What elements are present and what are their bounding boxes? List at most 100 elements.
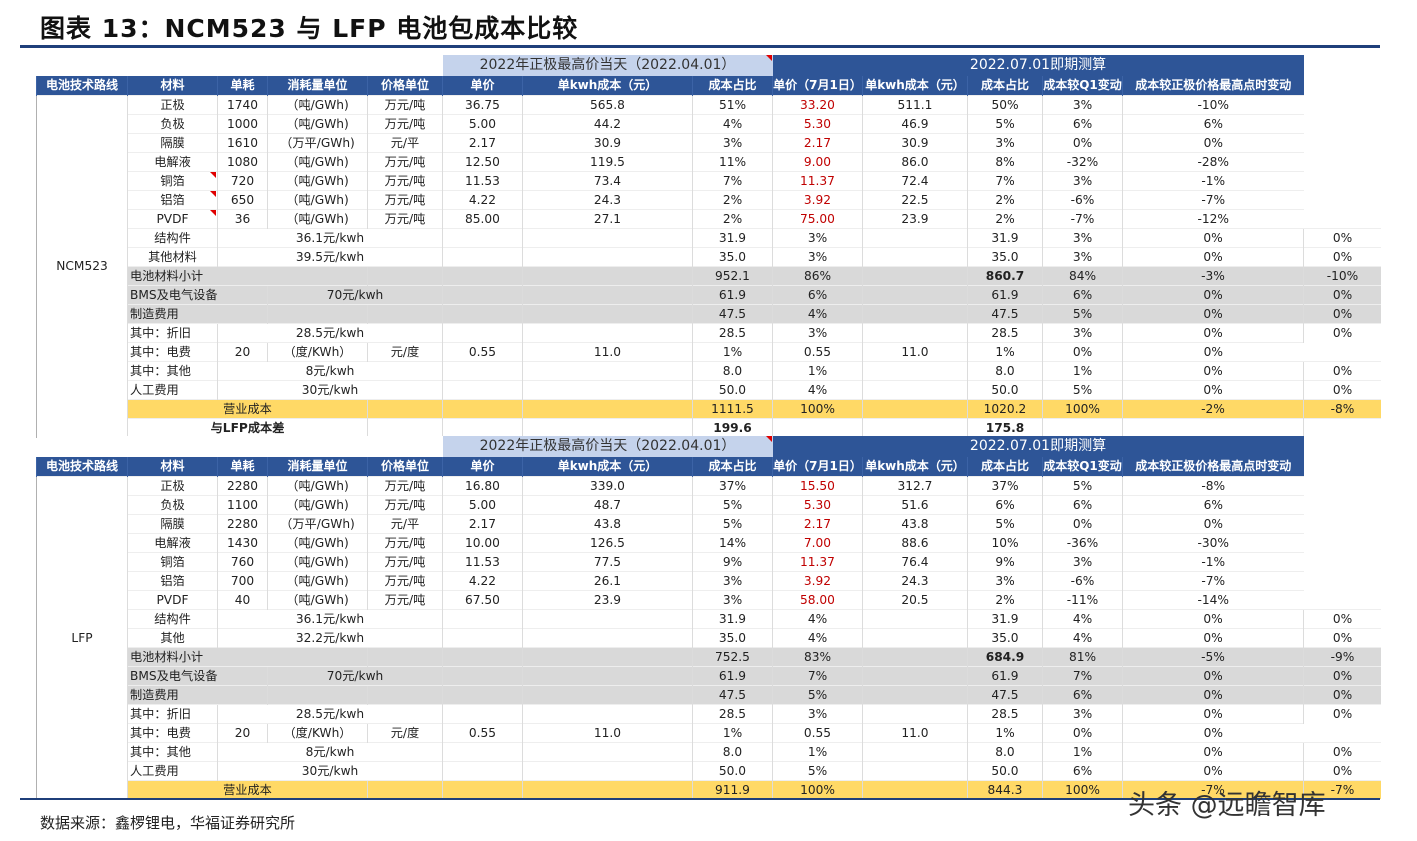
table-cell — [862, 380, 968, 400]
table-cell — [442, 399, 523, 419]
spot-price: 33.20 — [772, 95, 863, 115]
table-cell: -7% — [1122, 190, 1304, 210]
table-cell: 952.1 — [692, 266, 773, 286]
table-row: 隔膜 2280 （万平/GWh) 元/平 2.17 43.8 5% 2.17 43.8 5% 0% 0… — [37, 514, 1382, 534]
table-cell: 11.0 — [862, 342, 968, 362]
table-cell: 30元/kwh — [217, 761, 443, 781]
table-cell: 6% — [772, 285, 863, 305]
table-row: 负极 1000 （吨/GWh) 万元/吨 5.00 44.2 4% 5.30 46.9 5% 6% 6… — [37, 114, 1382, 134]
table-cell: 8% — [967, 152, 1043, 172]
table-cell: 22.5 — [862, 190, 968, 210]
table-row: PVDF 36 （吨/GWh) 万元/吨 85.00 27.1 2% 75.00 23.9 2% -… — [37, 209, 1382, 229]
table-cell: 9% — [692, 552, 773, 572]
table-cell: 47.5 — [967, 304, 1043, 324]
table-cell: 23.9 — [522, 590, 693, 610]
table-cell: 88.6 — [862, 533, 968, 553]
table-cell: 684.9 — [967, 647, 1043, 667]
column-header: 单kwh成本（元） — [522, 457, 693, 477]
blank-header — [36, 436, 443, 457]
table-cell: 37% — [692, 476, 773, 496]
table-cell: 0% — [1303, 323, 1381, 343]
table-row: 其中：折旧 28.5元/kwh 28.5 3% 28.5 3% 0% 0% — [37, 323, 1381, 343]
table-cell: 4.22 — [442, 190, 523, 210]
table-cell: 0% — [1303, 228, 1381, 248]
table-cell: 0% — [1122, 514, 1304, 534]
table-cell: 3% — [1042, 171, 1123, 191]
table-row: 铜箔 760 （吨/GWh) 万元/吨 11.53 77.5 9% 11.37 76.4 9% 3%… — [37, 552, 1382, 572]
table-cell: 5% — [1042, 380, 1123, 400]
table-cell: （吨/GWh) — [267, 95, 368, 115]
table-cell — [367, 418, 443, 437]
table-cell: （吨/GWh) — [267, 209, 368, 229]
table-cell: 0.55 — [772, 342, 863, 362]
table-row: 其中：电费 20 （度/KWh） 元/度 0.55 11.0 1% 0.55 11.0 1% 0% 0… — [37, 723, 1382, 743]
column-header: 消耗量单位 — [267, 76, 368, 96]
table-cell: 1% — [692, 723, 773, 743]
table-cell: 万元/吨 — [367, 95, 443, 115]
table-cell: 6% — [1042, 685, 1123, 705]
subtotal-row: 电池材料小计 952.1 86% 860.7 84% -3% -10% — [37, 266, 1381, 286]
table-cell: 0% — [1122, 380, 1304, 400]
table-cell: 83% — [772, 647, 863, 667]
table-cell: 175.8 — [967, 418, 1043, 437]
table-cell — [442, 666, 523, 686]
table-cell: 万元/吨 — [367, 209, 443, 229]
table-cell: 31.9 — [967, 228, 1043, 248]
table-cell: -5% — [1122, 647, 1304, 667]
table-cell: 35.0 — [692, 247, 773, 267]
source-note: 数据来源：鑫椤锂电，华福证券研究所 — [40, 814, 296, 832]
table-cell: 77.5 — [522, 552, 693, 572]
table-cell: 0% — [1122, 361, 1304, 381]
table-cell: 0% — [1122, 666, 1304, 686]
table-cell: 0% — [1303, 247, 1381, 267]
table-cell: 50.0 — [967, 380, 1043, 400]
table-cell: （吨/GWh) — [267, 533, 368, 553]
spot-price: 75.00 — [772, 209, 863, 229]
title-underline — [20, 45, 1380, 48]
table-row: 负极 1100 （吨/GWh) 万元/吨 5.00 48.7 5% 5.30 51.6 6% 6% 6… — [37, 495, 1382, 515]
material-name: 结构件 — [127, 609, 218, 629]
table-cell — [522, 761, 693, 781]
table-row: 其中：电费 20 （度/KWh） 元/度 0.55 11.0 1% 0.55 11.0 1% 0% 0… — [37, 342, 1382, 362]
table-cell — [367, 780, 443, 799]
table-cell — [862, 780, 968, 799]
table-row: BMS及电气设备 70元/kwh 61.9 7% 61.9 7% 0% 0% — [37, 666, 1381, 686]
operating-cost-row: 营业成本 911.9 100% 844.3 100% -7% -7% — [37, 780, 1381, 799]
table-row: 结构件 36.1元/kwh 31.9 4% 31.9 4% 0% 0% — [37, 609, 1381, 629]
table-cell: 5.00 — [442, 495, 523, 515]
table-cell: 3% — [692, 133, 773, 153]
table-cell: 48.7 — [522, 495, 693, 515]
table-cell: 700 — [217, 571, 268, 591]
table-cell: 61.9 — [692, 285, 773, 305]
table-cell — [862, 666, 968, 686]
table-cell: 339.0 — [522, 476, 693, 496]
table-row: 隔膜 1610 （万平/GWh) 元/平 2.17 30.9 3% 2.17 30.9 3% 0% 0… — [37, 133, 1382, 153]
table-cell: 3% — [1042, 247, 1123, 267]
table-cell: 36 — [217, 209, 268, 229]
column-header: 单价 — [442, 457, 523, 477]
table-cell: 0% — [1122, 742, 1304, 762]
table-cell: 0% — [1122, 628, 1304, 648]
table-cell: （吨/GWh) — [267, 590, 368, 610]
table-cell: 5% — [1042, 476, 1123, 496]
table-cell: 39.5元/kwh — [217, 247, 443, 267]
table-cell: 元/度 — [367, 723, 443, 743]
table-cell: 28.5 — [692, 704, 773, 724]
table-cell: 0% — [1122, 609, 1304, 629]
table-cell: 0% — [1122, 704, 1304, 724]
route-label: NCM523 — [36, 95, 128, 438]
column-header-row: 电池技术路线 材料 单耗 消耗量单位 价格单位 单价 单kwh成本（元） 成本占比 单价（7月1… — [36, 457, 1382, 477]
table-cell: 0% — [1122, 228, 1304, 248]
table-cell: 51% — [692, 95, 773, 115]
table-cell — [862, 399, 968, 419]
table-cell: 100% — [1042, 399, 1123, 419]
row-label: 营业成本 — [127, 780, 368, 799]
table-cell — [522, 361, 693, 381]
table-cell: 0% — [1042, 342, 1123, 362]
table-cell — [862, 761, 968, 781]
table-row: 铜箔 720 （吨/GWh) 万元/吨 11.53 73.4 7% 11.37 72.4 7% 3%… — [37, 171, 1382, 191]
table-cell — [442, 780, 523, 799]
table-cell: -11% — [1042, 590, 1123, 610]
table-cell: -7% — [1042, 209, 1123, 229]
cost-table: 2022年正极最高价当天（2022.04.01） 2022.07.01即期测算 电池… — [36, 436, 1381, 800]
